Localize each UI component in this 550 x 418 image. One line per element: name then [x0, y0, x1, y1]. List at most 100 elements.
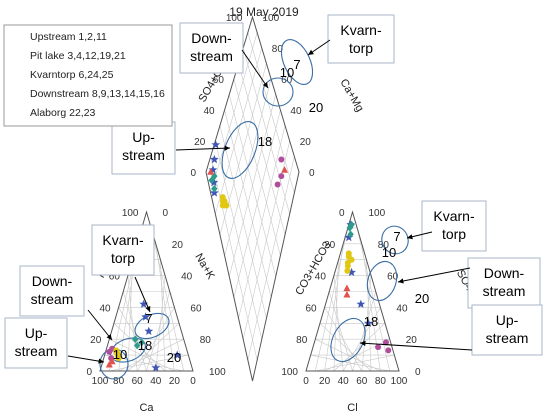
- upstream-anion-point: [382, 339, 389, 346]
- kvarntorp-cation-point: [132, 335, 139, 343]
- downstream-anion-point: [344, 267, 351, 274]
- pit-diamond-point: [211, 140, 221, 149]
- pit-diamond-point: [209, 177, 219, 187]
- pit-anion-point: [356, 299, 366, 308]
- callout-arrowhead: [407, 234, 413, 240]
- downstream-diamond-point: [219, 198, 226, 205]
- upstream-ellipse-anion: [330, 317, 366, 363]
- sample-label-7: 7: [393, 229, 400, 244]
- callout-box: [467, 257, 541, 309]
- chart-title: 19 May 2019: [229, 5, 299, 19]
- kvarntorp-ellipse-anion: [381, 225, 409, 255]
- tick-label: 40: [203, 106, 215, 117]
- pit-anion-point: [363, 318, 373, 327]
- kvarntorp-ellipse-diamond: [280, 39, 314, 85]
- pit-cation-point: [172, 350, 182, 359]
- gridline: [155, 275, 166, 372]
- sample-label-7: 7: [145, 311, 152, 326]
- callout-text: Kvarn-: [340, 22, 382, 38]
- anion-triangle-frame: [305, 210, 400, 372]
- upstream-anion-point: [385, 347, 392, 354]
- gridline: [247, 32, 295, 193]
- legend-entry: Upstream 1,2,11: [30, 31, 107, 43]
- downstream-cation-point: [113, 347, 120, 354]
- alaborg-cation-point: [108, 357, 116, 365]
- upstream-diamond-point: [278, 156, 285, 163]
- callout-text: torp: [349, 40, 373, 56]
- kvarntorp-anion-point: [348, 220, 355, 229]
- callout-arrowhead: [145, 306, 151, 312]
- gridline: [228, 94, 277, 277]
- gridline: [150, 227, 184, 372]
- tick-label: 80: [296, 335, 308, 346]
- legend-entry: Kvarntorp 6,24,25: [30, 69, 114, 81]
- alaborg-diamond-point: [207, 168, 215, 175]
- sample-label-10: 10: [113, 347, 127, 362]
- callout-text: Down-: [484, 265, 525, 281]
- callout-arrowhead: [224, 145, 230, 151]
- sample-label-10: 10: [382, 245, 396, 260]
- sample-label-20: 20: [415, 291, 429, 306]
- axis-label-co3-hco3: CO3+HCO3: [293, 240, 333, 298]
- callout-arrowhead: [308, 49, 314, 55]
- callout-box: [4, 317, 68, 369]
- gridline: [146, 291, 171, 372]
- callout-arrow: [67, 355, 105, 363]
- callout-boxes: Kvarn-torpDown-streamUp-streamKvarn-torp…: [4, 14, 543, 369]
- group-ellipses: [99, 39, 409, 380]
- callout-box: [19, 265, 85, 317]
- tick-label: 20: [90, 335, 102, 346]
- downstream-ellipse-diamond: [262, 77, 294, 107]
- sample-label-18: 18: [364, 314, 378, 329]
- pit-anion-point: [344, 232, 354, 242]
- gridline: [109, 338, 175, 372]
- tick-label: 60: [190, 303, 202, 314]
- gridline: [155, 243, 175, 372]
- diamond-frame: [205, 15, 300, 382]
- downstream-ellipse-anion: [366, 260, 398, 302]
- chart-frames: [99, 15, 400, 382]
- callout-arrow: [397, 267, 471, 283]
- callout-up-top: Up-stream: [111, 121, 231, 175]
- sample-label-7: 7: [293, 57, 300, 72]
- sample-label-18: 18: [258, 134, 272, 149]
- gridline: [324, 307, 363, 372]
- tick-label: 0: [339, 208, 345, 219]
- callout-text: torp: [442, 226, 466, 242]
- tick-label: 0: [303, 376, 309, 387]
- callout-arrowhead: [398, 278, 404, 284]
- callout-text: stream: [486, 330, 529, 346]
- callout-arrow: [134, 276, 151, 313]
- pit-cation-point: [141, 312, 150, 321]
- callout-text: Up-: [25, 325, 48, 341]
- callout-box: [91, 224, 155, 276]
- tick-label: 80: [272, 44, 284, 55]
- callout-box: [471, 304, 543, 356]
- tick-label: 20: [319, 376, 331, 387]
- tick-label: 40: [181, 272, 193, 283]
- sample-label-20: 20: [309, 100, 323, 115]
- tick-label: 40: [290, 106, 302, 117]
- gridline: [215, 47, 263, 214]
- tick-label: 80: [113, 376, 125, 387]
- gridline: [233, 78, 281, 256]
- callout-text: torp: [111, 250, 135, 266]
- gridline: [113, 323, 166, 372]
- tick-label: 20: [406, 335, 418, 346]
- tick-label: 60: [356, 376, 368, 387]
- pit-cation-point: [151, 363, 161, 372]
- pit-diamond-point: [208, 165, 218, 174]
- upstream-anion-point: [375, 344, 382, 351]
- gridline: [315, 338, 381, 372]
- callout-down-an: Down-stream: [397, 257, 541, 309]
- sample-label-18: 18: [138, 338, 152, 353]
- callout-up-an: Up-stream: [359, 304, 543, 356]
- callout-down-cat: Down-stream: [19, 265, 113, 341]
- tick-label: 100: [263, 13, 280, 24]
- callout-arrow: [175, 147, 231, 151]
- tick-label: 20: [194, 137, 206, 148]
- pit-cation-point: [139, 299, 149, 308]
- callout-down-top: Down-stream: [179, 22, 269, 89]
